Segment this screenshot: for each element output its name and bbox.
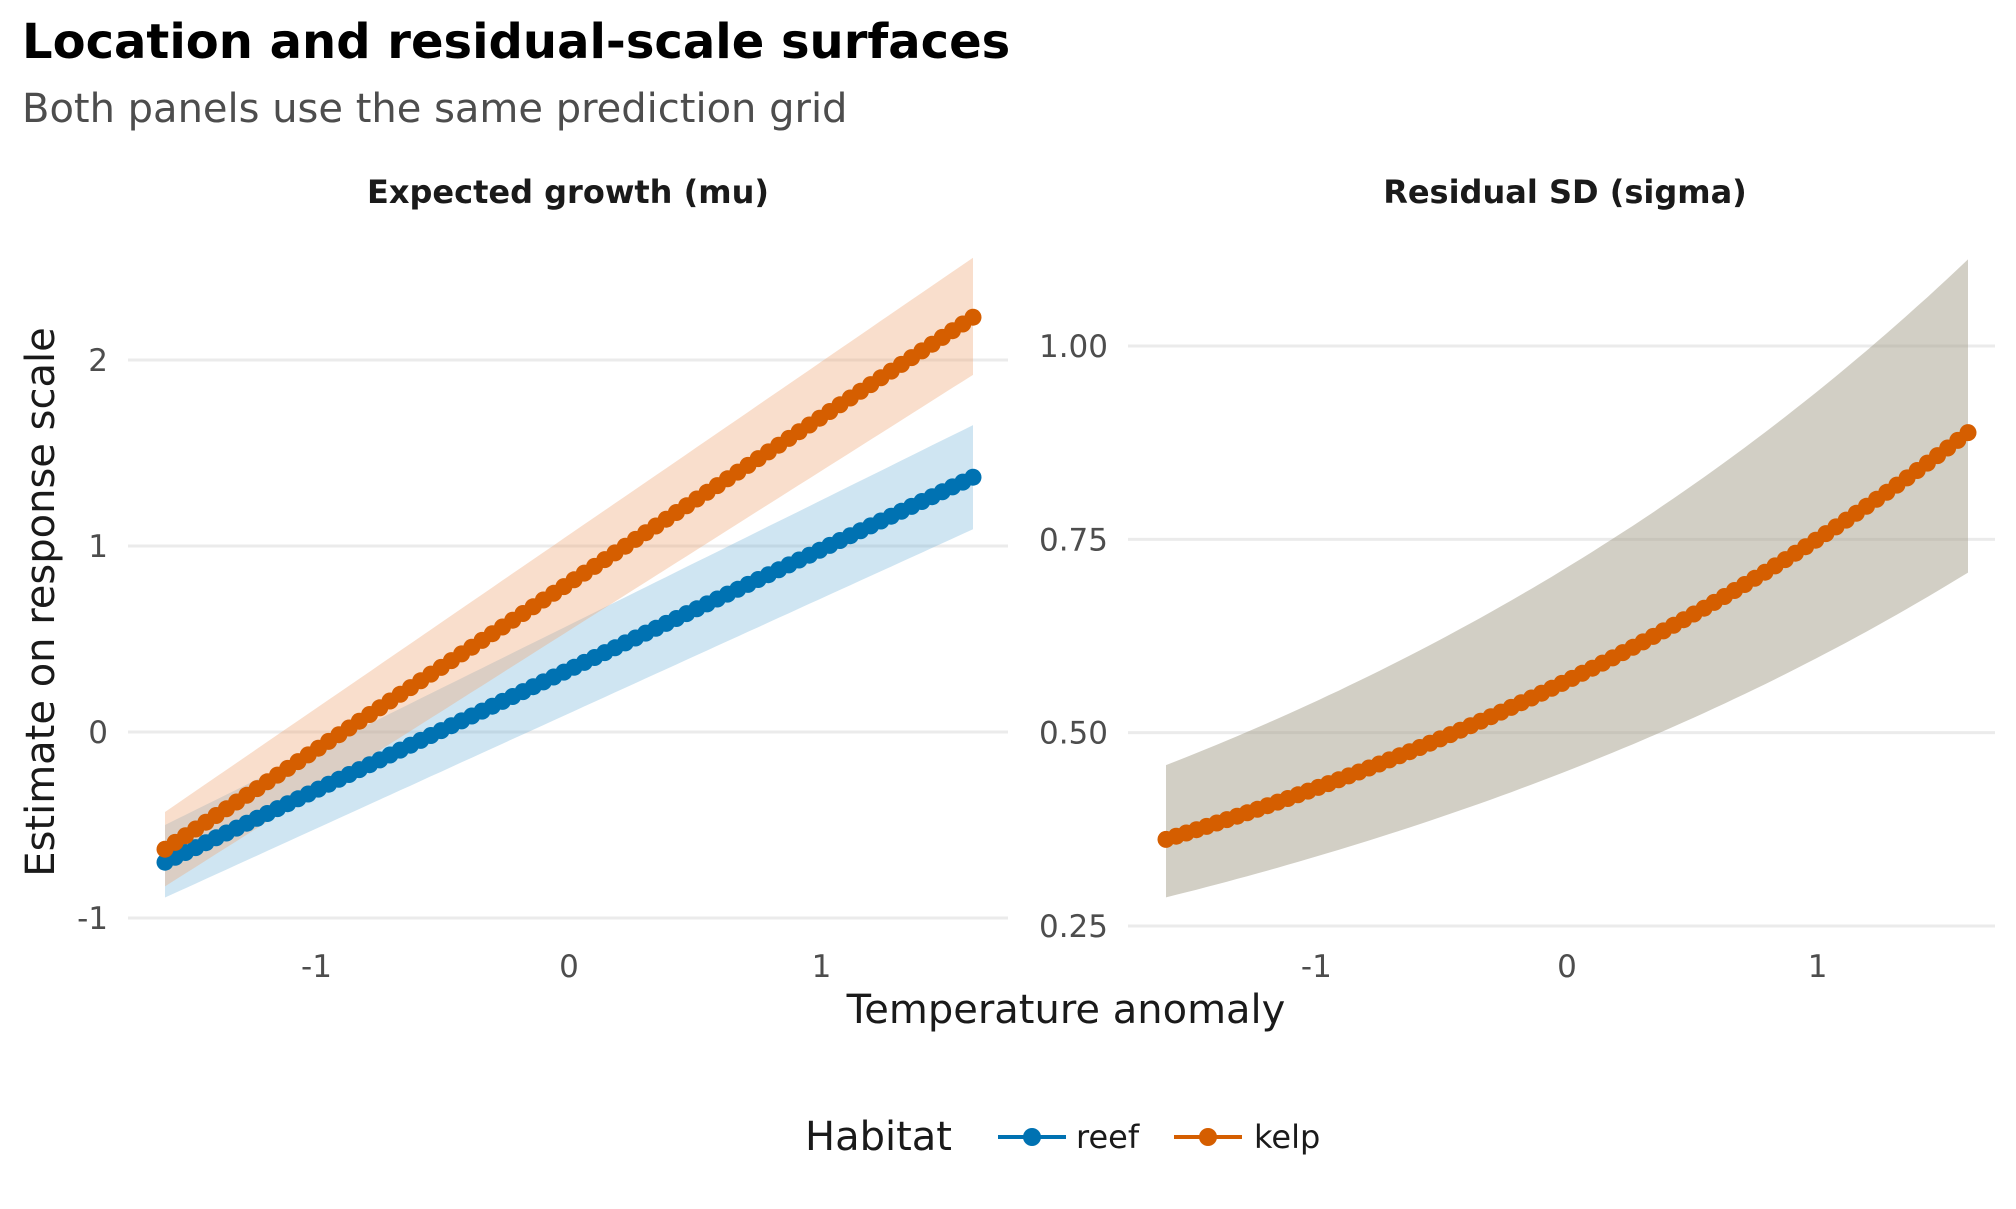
x-tick-label: -1 [1301, 949, 1332, 985]
legend-item-kelp: kelp [1174, 1118, 1320, 1156]
legend-key-point-kelp [1199, 1128, 1217, 1146]
data-point-kelp [964, 308, 982, 326]
panel-title-mu: Expected growth (mu) [367, 173, 769, 211]
panel-title-sigma: Residual SD (sigma) [1383, 173, 1747, 211]
y-axis-title: Estimate on response scale [18, 327, 64, 876]
legend-title: Habitat [805, 1114, 952, 1160]
legend-item-reef: reef [998, 1118, 1140, 1156]
y-tick-label: 2 [88, 343, 108, 379]
legend-label-kelp: kelp [1254, 1118, 1320, 1156]
x-tick-label: 1 [812, 949, 832, 985]
ribbon-kelp [165, 257, 973, 887]
y-tick-label: -1 [77, 901, 108, 937]
chart-title: Location and residual-scale surfaces [22, 14, 1010, 70]
x-tick-label: 0 [1557, 949, 1577, 985]
x-tick-label: 0 [559, 949, 579, 985]
chart-subtitle: Both panels use the same prediction grid [22, 86, 847, 132]
legend: Habitat reef kelp [805, 1114, 1320, 1160]
x-axis-title: Temperature anomaly [846, 987, 1286, 1033]
y-tick-label: 0 [88, 715, 108, 751]
y-tick-label: 0.75 [1039, 522, 1108, 558]
y-tick-label: 1.00 [1039, 329, 1108, 365]
panel-residual-sd: Residual SD (sigma) 0.25 0.50 0.75 1.00 -1 0 1 [1039, 173, 1995, 985]
data-point-reef [964, 468, 982, 486]
x-tick-label: -1 [301, 949, 332, 985]
panel-expected-growth: Expected growth (mu) -1 0 1 2 -1 0 1 [77, 173, 1008, 985]
data-point-kelp [1959, 424, 1977, 442]
y-tick-label: 0.50 [1039, 716, 1108, 752]
y-tick-label: 1 [88, 529, 108, 565]
ribbon-kelp [1166, 259, 1968, 898]
x-tick-label: 1 [1808, 949, 1828, 985]
legend-label-reef: reef [1076, 1118, 1140, 1156]
y-tick-label: 0.25 [1039, 909, 1108, 945]
legend-key-point-reef [1023, 1128, 1041, 1146]
